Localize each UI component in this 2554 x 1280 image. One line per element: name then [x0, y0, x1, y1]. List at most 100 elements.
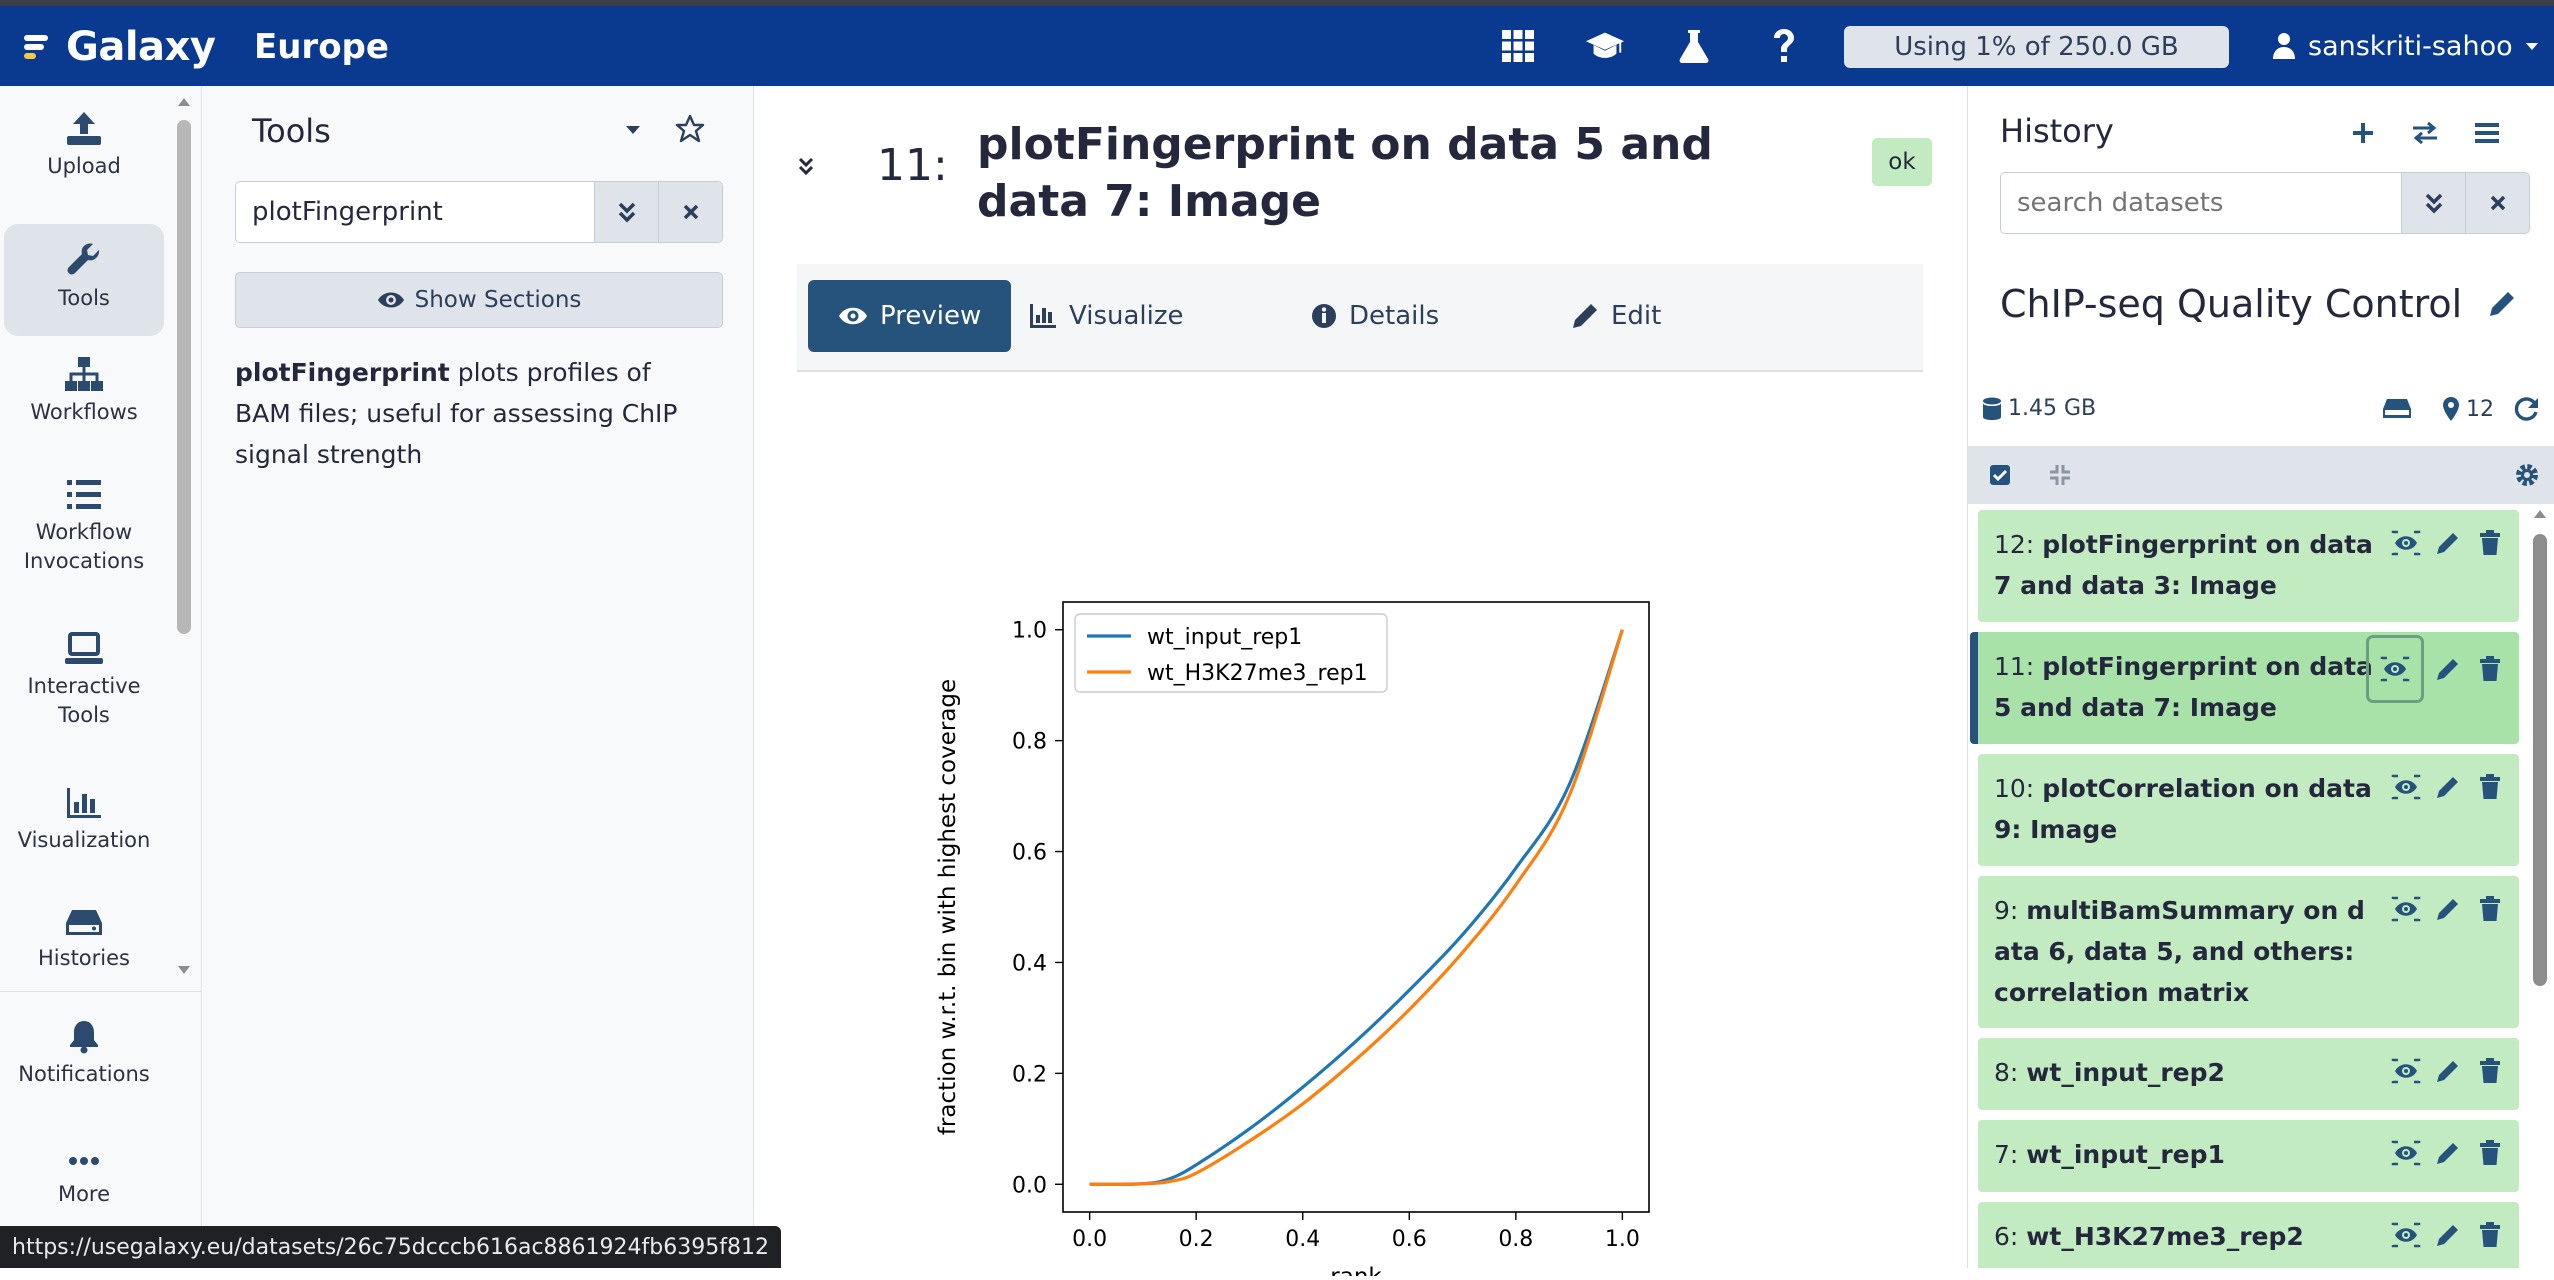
tab-details[interactable]: Details: [1281, 280, 1469, 352]
history-item-title[interactable]: 6: wt_H3K27me3_rep2: [1994, 1216, 2374, 1257]
activity-more[interactable]: More: [4, 1144, 164, 1244]
history-item-title[interactable]: 9: multiBamSummary on data 6, data 5, an…: [1994, 890, 2374, 1013]
y-tick-label: 0.2: [1012, 1062, 1047, 1087]
chart-bar-icon: [1030, 304, 1056, 328]
x-tick-label: 0.0: [1072, 1227, 1107, 1252]
tab-preview[interactable]: Preview: [808, 280, 1012, 352]
flask-icon[interactable]: [1674, 26, 1714, 66]
edit-dataset-icon[interactable]: [2433, 894, 2463, 924]
history-item[interactable]: 7: wt_input_rep1: [1978, 1120, 2519, 1192]
brand-link[interactable]: Galaxy: [22, 24, 216, 70]
tool-panel-title: Tools: [252, 112, 331, 150]
history-item-title[interactable]: 8: wt_input_rep2: [1994, 1052, 2374, 1093]
panel-view-dropdown-icon[interactable]: [624, 124, 642, 136]
display-dataset-icon[interactable]: [2391, 1056, 2421, 1086]
activity-upload[interactable]: Upload: [4, 110, 164, 220]
display-dataset-icon[interactable]: [2366, 635, 2424, 703]
history-item-hid: 7:: [1994, 1140, 2027, 1169]
compress-icon[interactable]: [2048, 463, 2072, 487]
delete-dataset-icon[interactable]: [2475, 654, 2505, 684]
display-dataset-icon[interactable]: [2391, 1220, 2421, 1250]
delete-dataset-icon[interactable]: [2475, 772, 2505, 802]
activity-bar: Upload Tools Workflows Workflow Invocati…: [0, 86, 202, 1268]
switch-history-icon[interactable]: [2408, 116, 2442, 150]
history-search-input[interactable]: [2001, 173, 2401, 233]
plot-frame: [1062, 601, 1650, 1213]
history-options-icon[interactable]: [2470, 116, 2504, 150]
display-dataset-icon[interactable]: [2391, 1138, 2421, 1168]
gear-icon[interactable]: [2514, 462, 2540, 488]
select-all-checkbox-icon[interactable]: [1989, 464, 2011, 486]
y-tick-label: 0.6: [1012, 841, 1047, 866]
refresh-icon[interactable]: [2514, 396, 2540, 422]
history-item[interactable]: 12: plotFingerprint on data 7 and data 3…: [1978, 510, 2519, 622]
display-dataset-icon[interactable]: [2391, 528, 2421, 558]
collapse-header-icon[interactable]: [797, 156, 815, 178]
activity-tools[interactable]: Tools: [4, 224, 164, 336]
tool-search-result[interactable]: plotFingerprint plots profiles of BAM fi…: [235, 352, 705, 475]
tab-edit[interactable]: Edit: [1541, 280, 1691, 352]
database-icon: [1983, 397, 2001, 420]
graduation-cap-icon[interactable]: [1585, 26, 1625, 66]
edit-dataset-icon[interactable]: [2433, 1220, 2463, 1250]
history-panel-title: History: [2000, 112, 2114, 150]
history-item[interactable]: 10: plotCorrelation on data 9: Image: [1978, 754, 2519, 866]
delete-dataset-icon[interactable]: [2475, 1220, 2505, 1250]
edit-dataset-icon[interactable]: [2433, 654, 2463, 684]
delete-dataset-icon[interactable]: [2475, 1138, 2505, 1168]
history-item-title[interactable]: 12: plotFingerprint on data 7 and data 3…: [1994, 524, 2374, 606]
apps-grid-icon[interactable]: [1498, 26, 1538, 66]
history-item-title[interactable]: 11: plotFingerprint on data 5 and data 7…: [1994, 646, 2374, 728]
edit-history-icon[interactable]: [2488, 290, 2516, 318]
help-icon[interactable]: [1764, 26, 1804, 66]
tool-search-input[interactable]: [236, 182, 594, 242]
display-dataset-icon[interactable]: [2391, 894, 2421, 924]
show-sections-button[interactable]: Show Sections: [235, 272, 723, 328]
activity-workflows[interactable]: Workflows: [4, 356, 164, 456]
edit-dataset-icon[interactable]: [2433, 1138, 2463, 1168]
favorites-star-icon[interactable]: [675, 114, 705, 144]
history-advanced-toggle[interactable]: [2401, 173, 2465, 233]
edit-dataset-icon[interactable]: [2433, 1056, 2463, 1086]
history-dataset-count[interactable]: 12: [2442, 396, 2494, 422]
activity-histories[interactable]: Histories: [4, 908, 164, 1008]
history-item[interactable]: 8: wt_input_rep2: [1978, 1038, 2519, 1110]
eye-icon: [377, 292, 404, 308]
tool-name[interactable]: plotFingerprint: [235, 358, 450, 387]
edit-dataset-icon[interactable]: [2433, 528, 2463, 558]
activity-notifications[interactable]: Notifications: [4, 1018, 164, 1118]
history-size[interactable]: 1.45 GB: [1982, 396, 2096, 421]
history-item[interactable]: 6: wt_H3K27me3_rep2: [1978, 1202, 2519, 1268]
history-clear-search[interactable]: [2465, 173, 2529, 233]
create-history-icon[interactable]: [2346, 116, 2380, 150]
delete-dataset-icon[interactable]: [2475, 894, 2505, 924]
activity-scrollbar[interactable]: [174, 92, 194, 992]
edit-dataset-icon[interactable]: [2433, 772, 2463, 802]
history-scrollbar[interactable]: [2530, 504, 2550, 1268]
clear-search-button[interactable]: [658, 182, 722, 242]
activity-interactive-tools[interactable]: Interactive Tools: [4, 632, 164, 752]
hdd-icon[interactable]: [2382, 397, 2412, 419]
close-icon: [683, 204, 698, 220]
user-menu[interactable]: sanskriti-sahoo: [2272, 26, 2539, 66]
delete-dataset-icon[interactable]: [2475, 1056, 2505, 1086]
display-dataset-icon[interactable]: [2391, 772, 2421, 802]
masthead: Galaxy Europe Using 1% of 250.0 GB sansk…: [0, 6, 2554, 86]
history-item-hid: 10:: [1994, 774, 2043, 803]
scroll-down-icon: [178, 966, 190, 974]
advanced-search-toggle[interactable]: [594, 182, 658, 242]
activity-visualization[interactable]: Visualization: [4, 786, 164, 886]
scroll-up-icon: [2534, 510, 2546, 518]
pencil-icon: [1573, 304, 1597, 328]
delete-dataset-icon[interactable]: [2475, 528, 2505, 558]
history-item-title[interactable]: 10: plotCorrelation on data 9: Image: [1994, 768, 2374, 850]
history-item[interactable]: 9: multiBamSummary on data 6, data 5, an…: [1978, 876, 2519, 1028]
history-item[interactable]: 11: plotFingerprint on data 5 and data 7…: [1970, 632, 2519, 744]
tab-visualize[interactable]: Visualize: [999, 280, 1214, 352]
history-item-name: wt_H3K27me3_rep2: [2026, 1222, 2304, 1251]
quota-meter[interactable]: Using 1% of 250.0 GB: [1844, 26, 2229, 68]
history-item-title[interactable]: 7: wt_input_rep1: [1994, 1134, 2374, 1175]
history-item-name: wt_input_rep1: [2026, 1140, 2225, 1169]
activity-workflow-invocations[interactable]: Workflow Invocations: [4, 478, 164, 598]
close-icon: [2490, 195, 2505, 211]
